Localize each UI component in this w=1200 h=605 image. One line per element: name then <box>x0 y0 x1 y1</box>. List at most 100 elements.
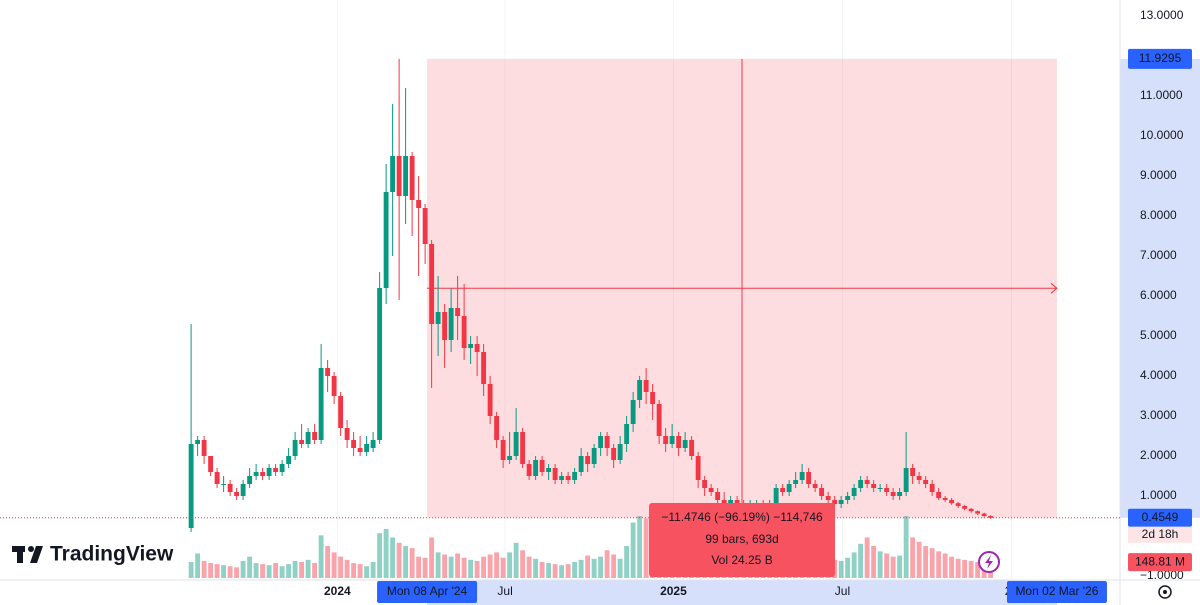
volume-bar <box>305 559 311 578</box>
volume-bar <box>325 546 331 578</box>
candle-body <box>578 456 584 472</box>
volume-bar <box>390 537 396 578</box>
volume-bar <box>559 565 565 578</box>
volume-bar <box>539 562 545 578</box>
candle-body <box>585 456 591 464</box>
candle-body <box>572 472 578 480</box>
candle-body <box>858 480 864 488</box>
volume-bar <box>546 563 552 578</box>
logo: TradingView <box>12 543 174 566</box>
candle-body <box>923 480 929 484</box>
candle-body <box>221 484 227 485</box>
candle-body <box>494 416 500 440</box>
volume-bar <box>630 522 636 578</box>
candle-body <box>806 472 812 484</box>
volume-bar <box>331 552 337 578</box>
volume-bar <box>533 558 539 578</box>
candle-body <box>403 156 409 196</box>
candle-body <box>448 308 454 340</box>
candle-body <box>253 472 259 476</box>
candle-body <box>422 208 428 244</box>
volume-bar <box>273 563 279 578</box>
y-tick-label: 11.0000 <box>1140 88 1183 102</box>
candle-body <box>910 468 916 476</box>
candle-body <box>656 404 662 436</box>
candle-body <box>234 492 240 496</box>
volume-bar <box>429 537 435 578</box>
candle-body <box>780 488 786 492</box>
candle-body <box>195 440 201 444</box>
alert-icon[interactable] <box>978 551 1000 573</box>
volume-bar <box>448 556 454 578</box>
volume-bar <box>604 550 610 578</box>
measure-tooltip-text: 99 bars, 693d <box>705 532 778 546</box>
candle-body <box>240 484 246 496</box>
y-tick-label: 4.0000 <box>1140 368 1177 382</box>
volume-bar <box>286 564 292 578</box>
candle-body <box>208 456 214 472</box>
candle-body <box>968 508 974 512</box>
candle-body <box>949 500 955 504</box>
volume-bar <box>955 558 961 578</box>
volume-bar <box>572 562 578 578</box>
settings-icon[interactable] <box>1158 585 1172 599</box>
candle-body <box>617 444 623 460</box>
volume-bar <box>383 528 389 578</box>
settings-button[interactable] <box>1158 585 1172 599</box>
volume-bar <box>637 516 643 578</box>
y-tick-label: 13.0000 <box>1140 8 1184 22</box>
y-tick-label: −1.0000 <box>1140 568 1184 582</box>
volume-bar <box>208 563 214 578</box>
candle-body <box>481 352 487 384</box>
volume-bar <box>227 566 233 578</box>
candle-body <box>338 396 344 428</box>
time-label: Mon 08 Apr '24 <box>387 584 468 598</box>
volume-bar <box>864 537 870 578</box>
volume-bar <box>435 552 441 578</box>
volume-bar <box>884 553 890 578</box>
candle-body <box>637 380 643 400</box>
candle-body <box>650 392 656 404</box>
candle-body <box>526 464 532 476</box>
y-tick-label: 6.0000 <box>1140 288 1177 302</box>
candle-body <box>455 308 461 316</box>
candle-body <box>897 492 903 496</box>
candle-body <box>546 468 552 472</box>
candle-body <box>643 380 649 392</box>
volume-bar <box>617 558 623 578</box>
settings-icon[interactable] <box>1163 590 1167 594</box>
y-tick-label: 7.0000 <box>1140 248 1177 262</box>
volume-bar <box>234 567 240 578</box>
volume-bar <box>494 552 500 578</box>
volume-bar <box>598 556 604 578</box>
volume-bar <box>344 559 350 578</box>
volume-bar <box>474 560 480 578</box>
volume-bar <box>396 542 402 578</box>
volume-bar <box>403 546 409 578</box>
volume-bar <box>422 557 428 578</box>
x-tick-label: 2024 <box>324 584 351 598</box>
volume-bar <box>871 546 877 578</box>
candle-body <box>799 472 805 480</box>
candle-body <box>500 440 506 460</box>
candle-body <box>851 488 857 496</box>
volume-bar <box>565 564 571 578</box>
candle-body <box>487 384 493 416</box>
candle-body <box>890 492 896 496</box>
volume-bar <box>578 559 584 578</box>
volume-bar <box>624 546 630 578</box>
candle-body <box>786 484 792 492</box>
candle-body <box>318 368 324 440</box>
alert-icon-bolt[interactable] <box>985 555 993 569</box>
price-label: 11.9295 <box>1139 51 1182 65</box>
volume-bar <box>370 562 376 578</box>
candle-body <box>604 436 610 448</box>
volume-bar <box>591 558 597 578</box>
x-tick-label: Jul <box>497 584 512 598</box>
volume-bar <box>851 552 857 578</box>
candle-body <box>201 440 207 456</box>
candle-body <box>689 440 695 456</box>
volume-label: 148.81 M <box>1135 554 1185 568</box>
logo-icon <box>17 546 23 563</box>
volume-bar <box>890 556 896 578</box>
